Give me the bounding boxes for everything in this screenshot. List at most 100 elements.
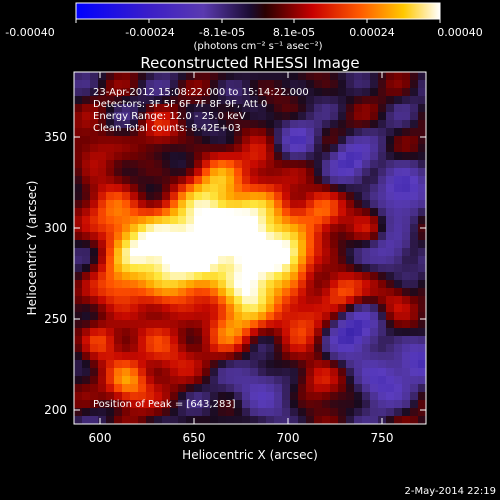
heatmap-cell: [218, 160, 227, 169]
heatmap-cell: [226, 256, 235, 265]
heatmap-cell: [234, 352, 243, 361]
heatmap-cell: [114, 376, 123, 385]
heatmap-cell: [234, 184, 243, 193]
heatmap-cell: [418, 328, 426, 337]
heatmap-cell: [170, 144, 179, 153]
heatmap-cell: [418, 160, 426, 169]
heatmap-cell: [178, 376, 187, 385]
heatmap-cell: [418, 264, 426, 273]
heatmap-cell: [258, 416, 267, 424]
heatmap-cell: [138, 344, 147, 353]
heatmap-cell: [306, 208, 315, 217]
heatmap-cell: [98, 280, 107, 289]
heatmap-cell: [314, 80, 323, 89]
heatmap-cell: [402, 344, 411, 353]
heatmap-cell: [306, 392, 315, 401]
heatmap-cell: [74, 288, 83, 297]
heatmap-cell: [250, 72, 259, 81]
heatmap-cell: [218, 304, 227, 313]
heatmap-cell: [394, 416, 403, 424]
heatmap-cell: [106, 416, 115, 424]
heatmap-cell: [178, 240, 187, 249]
heatmap-cell: [394, 144, 403, 153]
heatmap-cell: [186, 184, 195, 193]
heatmap-cell: [290, 240, 299, 249]
heatmap-cell: [250, 224, 259, 233]
heatmap-cell: [370, 368, 379, 377]
heatmap-cell: [306, 192, 315, 201]
heatmap-cell: [370, 96, 379, 105]
heatmap-cell: [298, 184, 307, 193]
heatmap-cell: [82, 184, 91, 193]
heatmap-cell: [282, 352, 291, 361]
heatmap-cell: [266, 256, 275, 265]
heatmap-cell: [122, 264, 131, 273]
heatmap-cell: [170, 80, 179, 89]
heatmap-cell: [370, 416, 379, 424]
heatmap-cell: [74, 352, 83, 361]
heatmap-cell: [146, 288, 155, 297]
heatmap-cell: [122, 144, 131, 153]
heatmap-cell: [290, 128, 299, 137]
heatmap-cell: [154, 384, 163, 393]
heatmap-cell: [154, 304, 163, 313]
heatmap-cell: [90, 296, 99, 305]
heatmap-cell: [138, 120, 147, 129]
heatmap-cell: [162, 96, 171, 105]
heatmap-cell: [330, 160, 339, 169]
heatmap-cell: [306, 360, 315, 369]
heatmap-cell: [210, 176, 219, 185]
heatmap-cell: [410, 328, 419, 337]
heatmap-cell: [418, 208, 426, 217]
heatmap-cell: [346, 112, 355, 121]
heatmap-cell: [162, 200, 171, 209]
heatmap-cell: [266, 192, 275, 201]
heatmap-cell: [98, 208, 107, 217]
heatmap-cell: [354, 176, 363, 185]
heatmap-cell: [170, 176, 179, 185]
heatmap-cell: [298, 224, 307, 233]
heatmap-cell: [106, 352, 115, 361]
heatmap-cell: [290, 312, 299, 321]
heatmap-cell: [138, 328, 147, 337]
heatmap-cell: [226, 384, 235, 393]
heatmap-cell: [282, 304, 291, 313]
heatmap-cell: [330, 392, 339, 401]
heatmap-cell: [290, 152, 299, 161]
heatmap-cell: [146, 304, 155, 313]
heatmap-cell: [354, 160, 363, 169]
heatmap-cell: [242, 312, 251, 321]
heatmap-cell: [258, 232, 267, 241]
heatmap-cell: [186, 144, 195, 153]
heatmap-cell: [154, 104, 163, 113]
heatmap-cell: [130, 176, 139, 185]
heatmap-cell: [218, 104, 227, 113]
heatmap-cell: [402, 96, 411, 105]
heatmap-cell: [258, 176, 267, 185]
heatmap-cell: [106, 168, 115, 177]
heatmap-cell: [298, 384, 307, 393]
heatmap-cell: [130, 160, 139, 169]
heatmap-cell: [402, 368, 411, 377]
heatmap-cell: [130, 408, 139, 417]
heatmap-cell: [226, 200, 235, 209]
heatmap-cell: [394, 72, 403, 81]
heatmap-cell: [226, 320, 235, 329]
heatmap-cell: [394, 232, 403, 241]
heatmap-cell: [418, 200, 426, 209]
heatmap-cell: [170, 136, 179, 145]
heatmap-cell: [90, 408, 99, 417]
heatmap-cell: [274, 192, 283, 201]
heatmap-cell: [298, 400, 307, 409]
heatmap-cell: [354, 328, 363, 337]
heatmap-cell: [354, 264, 363, 273]
heatmap-cell: [130, 248, 139, 257]
heatmap-cell: [378, 360, 387, 369]
heatmap-cell: [258, 224, 267, 233]
heatmap-cell: [274, 360, 283, 369]
heatmap-cell: [330, 152, 339, 161]
heatmap-cell: [282, 408, 291, 417]
heatmap-cell: [74, 408, 83, 417]
heatmap-cell: [354, 216, 363, 225]
heatmap-cell: [274, 200, 283, 209]
